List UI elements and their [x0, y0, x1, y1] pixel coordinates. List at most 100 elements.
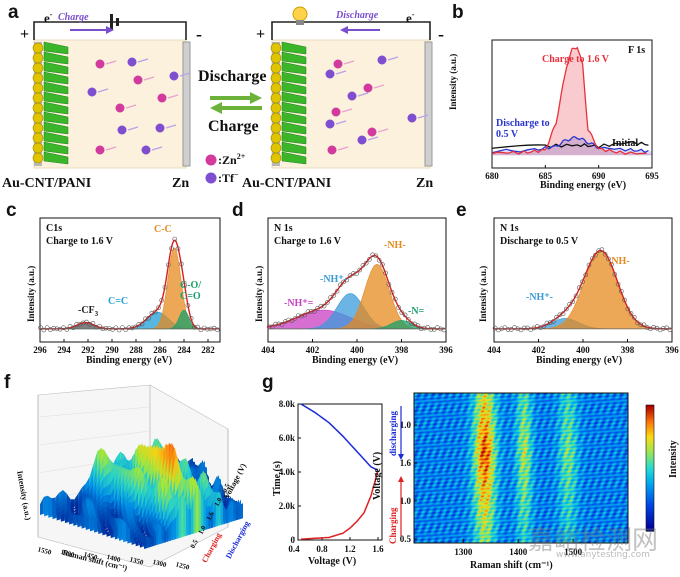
c-data-point [156, 305, 161, 311]
c-element: C1s [46, 223, 63, 234]
g1-xlabel: Voltage (V) [308, 556, 357, 567]
pani-plate [43, 141, 69, 155]
e-data-point [631, 315, 637, 320]
d-data-point [367, 257, 372, 262]
pani-plate [281, 151, 307, 165]
b-xtick-label: 695 [645, 171, 659, 181]
c-data-point [123, 327, 128, 332]
g-heatmap [414, 393, 628, 543]
f-surface-cell [186, 503, 189, 536]
f-grid [37, 406, 151, 418]
e-data-point [534, 324, 540, 329]
f-surface-cell [139, 540, 143, 548]
zn-ion [95, 59, 105, 69]
ion-tail [97, 88, 109, 93]
g2-colorbar-cell [646, 505, 654, 509]
b-legend-charge: Charge to 1.6 V [542, 54, 610, 65]
d-xtick-label: 396 [439, 345, 453, 355]
d-envelope [267, 254, 445, 330]
g2-xlabel: Raman shift (cm⁻¹) [470, 560, 553, 571]
g2-colorbar-cell [646, 526, 654, 530]
pani-plate [281, 121, 307, 135]
f-surface-cell [139, 516, 143, 530]
g2-colorbar-cell [646, 457, 654, 461]
tf-ion [407, 113, 417, 123]
g2-colorbar-cell [646, 444, 654, 448]
ion-tail [337, 146, 349, 151]
d-peak-n-double: -N= [408, 306, 425, 317]
d-data-point [350, 271, 356, 276]
ion-tail [137, 58, 149, 63]
f-xtick-label: 1300 [152, 558, 168, 569]
c-data-point [185, 303, 191, 308]
ion-tail [373, 84, 385, 89]
c-data-point [103, 325, 109, 331]
f-surface-cell [144, 538, 147, 549]
g2-colorbar-cell [646, 522, 654, 526]
d-data-point [344, 277, 350, 283]
ion-tail [127, 126, 139, 131]
c-data-point [51, 325, 56, 331]
e-data-point [551, 319, 556, 324]
d-data-point [383, 270, 388, 276]
d-data-point [305, 309, 311, 315]
g2-colorbar-cell [646, 411, 654, 414]
g1-xtick-label: 1.2 [344, 544, 356, 554]
e-data-point [505, 327, 511, 332]
g2-colorbar-cell [646, 476, 654, 480]
ion-tail [417, 114, 429, 119]
g2-colorbar-cell [646, 419, 654, 423]
d-data-point [393, 296, 398, 302]
g2-ytick-label: 1.6 [400, 458, 412, 468]
c-peak-co: C-O/C=O [180, 280, 202, 302]
g2-colorbar-cell [646, 503, 654, 507]
c-data-point [201, 325, 207, 331]
zn-ion [331, 107, 341, 117]
charts-cde: 296 294 292 290 288 286 284 282 404 402 400 398 396 4… [33, 217, 679, 355]
f-surface-cell [233, 503, 236, 522]
c-xtick-label: 284 [177, 345, 191, 355]
f-surface-cell [176, 507, 179, 539]
f-surface-cell [144, 522, 148, 534]
d-data-point [347, 273, 353, 278]
f-surface-cell [153, 530, 157, 546]
pani-plate [43, 91, 69, 105]
e-data-point [583, 272, 589, 278]
g1-ytick-label: 8.0k [279, 399, 295, 409]
g2-colorbar-cell [646, 495, 654, 498]
plus-terminal: + [20, 26, 30, 43]
f-surface-cell [200, 493, 204, 532]
f-surface-cell [73, 514, 77, 526]
c-data-point [146, 315, 151, 321]
pani-plate [281, 61, 307, 75]
e-data-point [619, 288, 624, 294]
f-surface-cell [191, 496, 194, 535]
f-surface-cell [188, 508, 192, 536]
pani-plate [281, 51, 307, 65]
g2-colorbar-cell [646, 528, 654, 532]
e-data-point [557, 312, 563, 318]
f-surface-cell [44, 496, 48, 517]
c-xtick-label: 288 [129, 345, 143, 355]
g2-colorbar-cell [646, 468, 654, 471]
au-cnt-pani-electrode [32, 41, 69, 166]
f-surface-cell [64, 513, 69, 524]
watermark-cn: 嘉峪检测网 [528, 526, 659, 556]
panel-label-d: d [232, 200, 244, 221]
g2-colorbar-cell [646, 465, 654, 469]
au-cnt-pani-electrode-discharged [270, 41, 307, 166]
ion-tail [387, 56, 399, 61]
g2-colorbar-cell [646, 407, 654, 410]
c-data-point [80, 320, 86, 326]
f-surface-cell [238, 504, 241, 520]
ion-tail [105, 60, 117, 65]
f-surface-cell [52, 503, 57, 520]
c-data-point [116, 327, 122, 333]
e-data-point [512, 325, 517, 330]
f-surface-cell [213, 500, 216, 528]
f-ytick-label: 1.0 [213, 496, 224, 508]
f-surface-cell [163, 530, 167, 543]
b-frame [491, 39, 653, 169]
f-surface-cell [235, 507, 239, 521]
electron-left: e- [44, 10, 53, 26]
